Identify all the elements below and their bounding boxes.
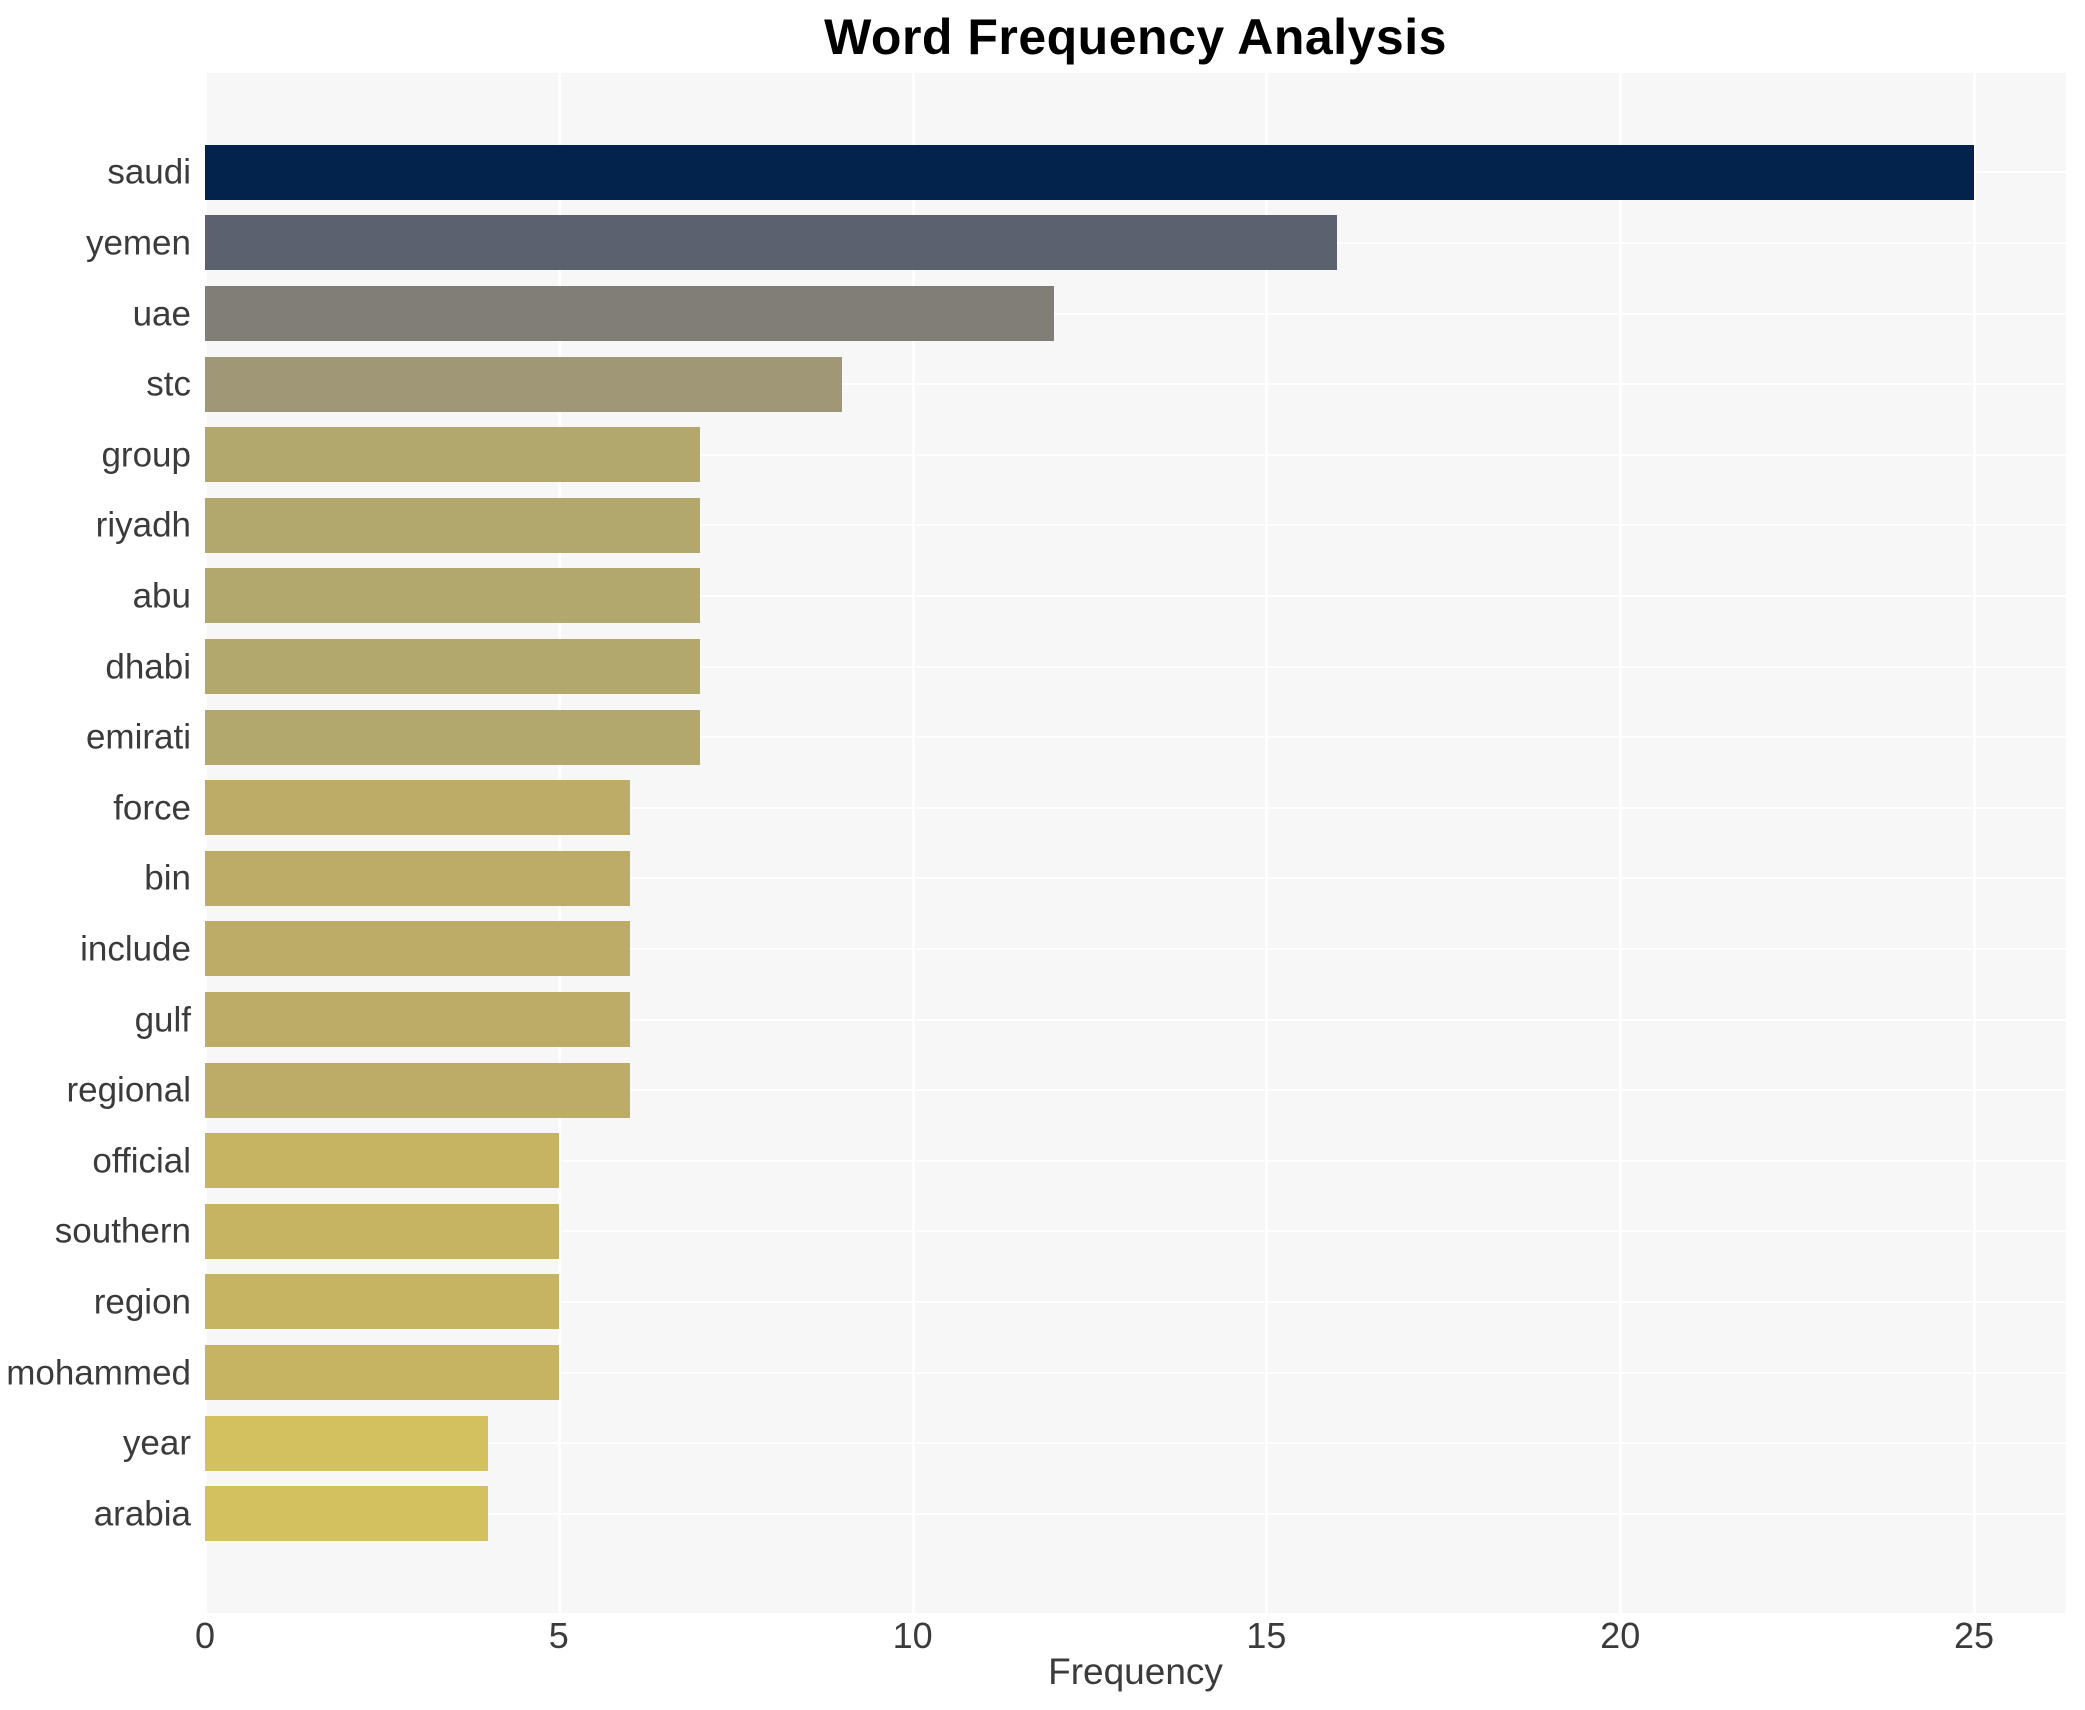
gridline-y-region <box>205 1300 2066 1303</box>
gridline-y-mohammed <box>205 1371 2066 1374</box>
chart-title: Word Frequency Analysis <box>824 9 1447 65</box>
x-axis-title: Frequency <box>1048 1651 1223 1692</box>
gridline-y-group <box>205 453 2066 456</box>
gridline-x-20 <box>1619 73 1623 1613</box>
gridline-y-emirati <box>205 736 2066 739</box>
gridline-x-0 <box>204 73 207 1613</box>
y-label-gulf: gulf <box>134 1000 191 1039</box>
y-label-year: year <box>122 1423 191 1463</box>
bar-abu <box>205 568 701 624</box>
bar-mohammed <box>205 1345 559 1400</box>
bar-riyadh <box>205 497 701 553</box>
gridline-x-25 <box>1973 73 1976 1613</box>
bar-official <box>205 1133 559 1189</box>
y-label-emirati: emirati <box>85 717 191 757</box>
gridline-y-southern <box>205 1230 2066 1233</box>
y-label-regional: regional <box>66 1070 191 1110</box>
bar-regional <box>205 1062 630 1118</box>
gridline-y-abu <box>205 594 2066 597</box>
gridline-y-uae <box>205 312 2066 315</box>
gridline-y-official <box>205 1159 2066 1162</box>
bar-force <box>205 780 630 836</box>
gridline-y-bin <box>205 877 2066 880</box>
x-tick-0: 0 <box>194 1615 216 1656</box>
bar-group <box>205 427 701 483</box>
y-label-yemen: yemen <box>85 223 191 263</box>
y-label-bin: bin <box>144 858 191 898</box>
y-label-saudi: saudi <box>107 152 191 192</box>
bar-uae <box>205 286 1055 341</box>
y-label-force: force <box>113 788 191 828</box>
gridline-y-regional <box>205 1089 2066 1092</box>
gridline-y-year <box>205 1442 2066 1445</box>
y-label-group: group <box>101 435 191 475</box>
bar-emirati <box>205 709 701 765</box>
x-tick-15: 15 <box>1246 1615 1287 1656</box>
gridline-y-force <box>205 806 2066 809</box>
bar-yemen <box>205 215 1338 271</box>
y-label-region: region <box>93 1282 191 1322</box>
bar-dhabi <box>205 639 701 694</box>
bar-include <box>205 921 630 977</box>
gridline-y-gulf <box>205 1018 2066 1021</box>
y-label-uae: uae <box>132 294 191 333</box>
bar-stc <box>205 356 842 412</box>
plot-area: saudi yemen uae stc group riyadh abu dhabi emira… <box>6 73 2066 1613</box>
x-tick-20: 20 <box>1600 1615 1641 1656</box>
bar-southern <box>205 1203 559 1259</box>
bar-gulf <box>205 992 630 1047</box>
y-label-official: official <box>92 1141 191 1181</box>
y-label-mohammed: mohammed <box>6 1353 191 1392</box>
gridline-y-riyadh <box>205 524 2066 527</box>
y-label-arabia: arabia <box>93 1494 191 1534</box>
y-label-stc: stc <box>146 364 191 404</box>
x-tick-5: 5 <box>548 1615 569 1656</box>
x-tick-25: 25 <box>1953 1615 1995 1656</box>
x-tick-10: 10 <box>892 1615 933 1656</box>
y-label-include: include <box>80 929 191 969</box>
bar-region <box>205 1274 559 1330</box>
bar-year <box>205 1415 489 1471</box>
gridline-x-15 <box>1265 73 1269 1613</box>
y-label-southern: southern <box>54 1211 191 1251</box>
gridline-y-arabia <box>205 1512 2066 1515</box>
gridline-x-10 <box>911 73 915 1613</box>
gridline-y-include <box>205 947 2066 950</box>
y-label-riyadh: riyadh <box>95 505 191 545</box>
bar-arabia <box>205 1486 489 1542</box>
gridline-x-5 <box>557 73 561 1613</box>
y-label-abu: abu <box>132 576 191 616</box>
bar-saudi <box>205 144 1974 200</box>
gridline-y-stc <box>205 383 2066 386</box>
bar-bin <box>205 850 630 906</box>
y-label-dhabi: dhabi <box>105 647 191 686</box>
gridline-y-dhabi <box>205 665 2066 668</box>
